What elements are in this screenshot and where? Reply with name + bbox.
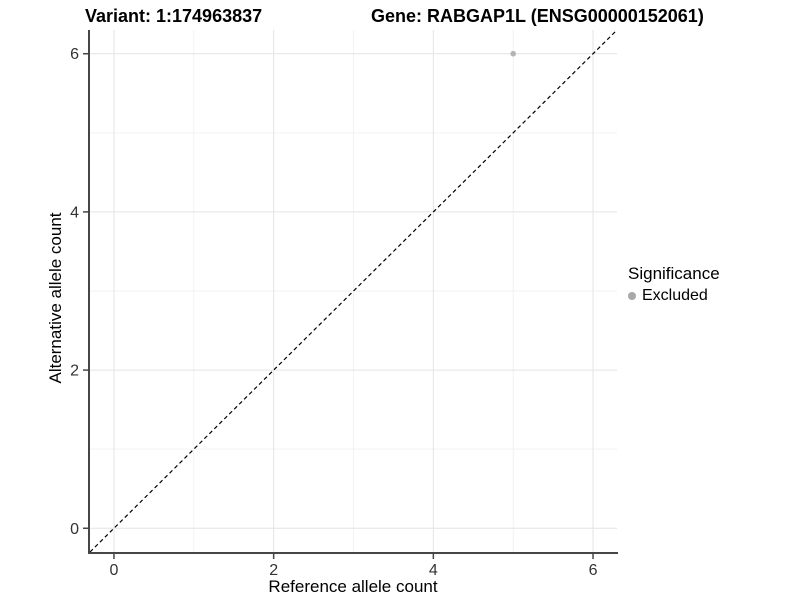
identity-dashed-line [89,29,618,553]
x-tick-label: 4 [429,562,438,579]
legend-entry-label: Excluded [642,287,708,304]
gene-title: Gene: RABGAP1L (ENSG00000152061) [371,6,704,26]
x-tick-label: 2 [269,562,278,579]
y-tick-label: 4 [70,204,79,221]
y-axis-title: Alternative allele count [46,212,65,384]
x-tick-label: 6 [589,562,598,579]
y-tick-label: 2 [70,363,79,380]
variant-title: Variant: 1:174963837 [85,6,263,26]
legend-title: Significance [628,264,720,283]
y-tick-label: 0 [70,521,79,538]
legend: Significance Excluded [628,264,720,305]
x-axis-title: Reference allele count [268,577,438,596]
data-point [510,50,516,57]
legend-entry-excluded: Excluded [628,287,720,305]
x-tick-label: 0 [110,562,119,579]
y-tick-label: 6 [70,46,79,63]
legend-key-circle-icon [628,292,636,300]
